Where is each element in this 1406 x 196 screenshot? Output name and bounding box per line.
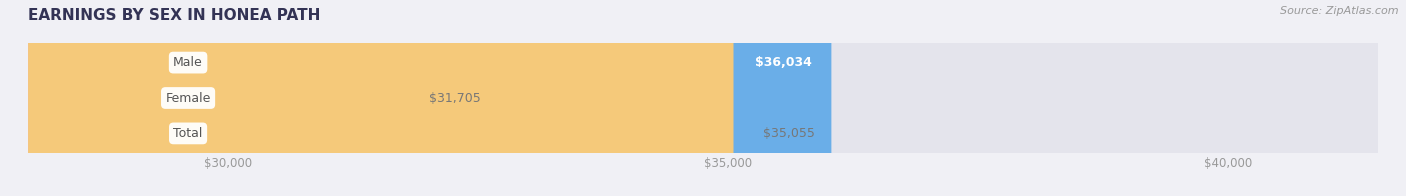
FancyBboxPatch shape: [28, 0, 734, 196]
FancyBboxPatch shape: [28, 0, 1378, 196]
Text: EARNINGS BY SEX IN HONEA PATH: EARNINGS BY SEX IN HONEA PATH: [28, 8, 321, 23]
Text: Source: ZipAtlas.com: Source: ZipAtlas.com: [1281, 6, 1399, 16]
FancyBboxPatch shape: [28, 0, 1378, 196]
Text: Male: Male: [173, 56, 202, 69]
Text: Female: Female: [166, 92, 211, 104]
Text: $36,034: $36,034: [755, 56, 811, 69]
Text: $31,705: $31,705: [429, 92, 481, 104]
FancyBboxPatch shape: [28, 0, 831, 196]
FancyBboxPatch shape: [28, 0, 1378, 196]
Text: Total: Total: [173, 127, 202, 140]
FancyBboxPatch shape: [0, 0, 628, 196]
Text: $35,055: $35,055: [763, 127, 815, 140]
